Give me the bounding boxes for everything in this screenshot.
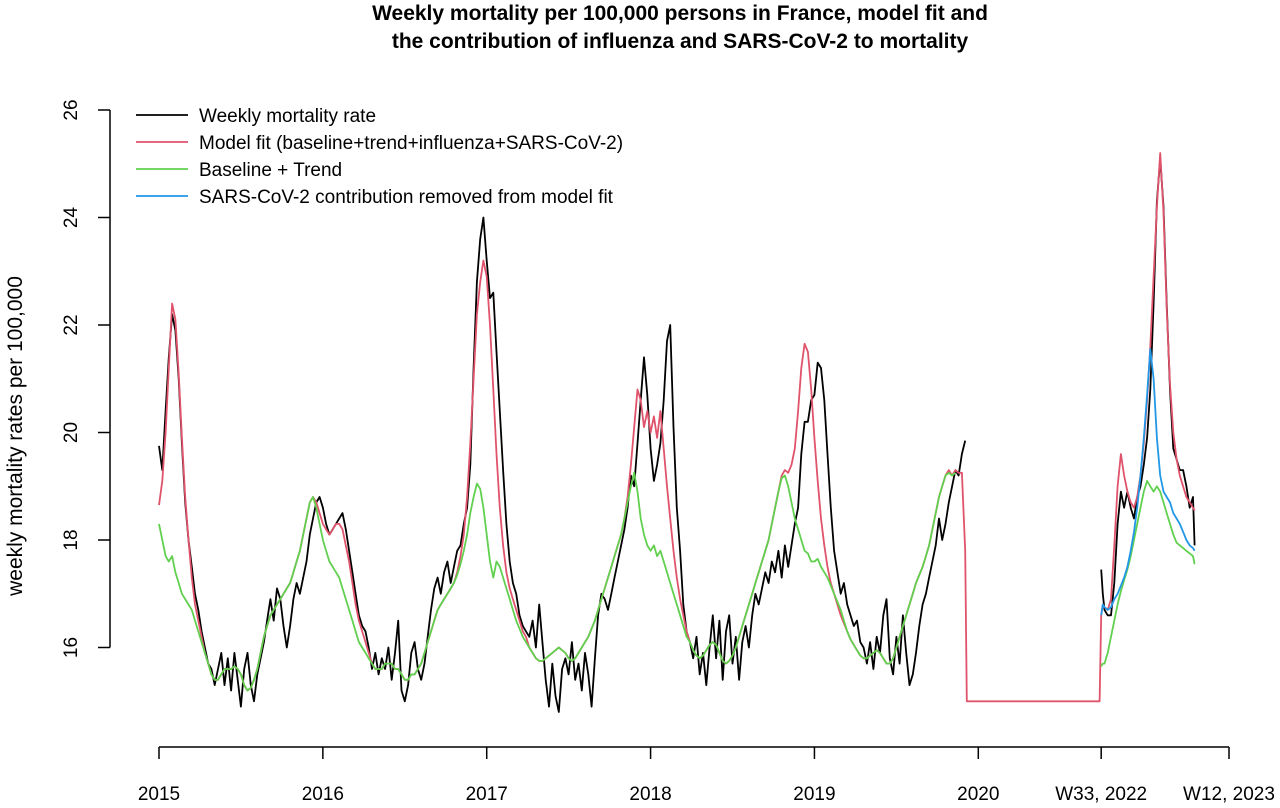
series-sars-cov-2-contribution-removed-from-model-fit (1100, 348, 1196, 616)
x-tick-label: 2020 (957, 784, 999, 805)
legend-label: SARS-CoV-2 contribution removed from mod… (199, 187, 614, 208)
x-tick-label: 2017 (466, 784, 508, 805)
legend-label: Model fit (baseline+trend+influenza+SARS… (199, 133, 623, 154)
x-tick-label: W12, 2023 (1183, 784, 1275, 805)
chart-title: Weekly mortality per 100,000 persons in … (372, 2, 988, 53)
x-tick-label: W33, 2022 (1055, 784, 1147, 805)
y-tick-label: 20 (61, 422, 82, 443)
x-tick-label: 2015 (138, 784, 180, 805)
series-layer (158, 152, 1196, 713)
legend-label: Baseline + Trend (199, 160, 342, 181)
y-tick-label: 16 (61, 637, 82, 658)
y-axis: 16 18 20 22 24 26 (61, 99, 111, 658)
y-tick-label: 18 (61, 529, 82, 550)
legend-label: Weekly mortality rate (199, 106, 376, 127)
x-tick-label: 2016 (302, 784, 344, 805)
chart-title-line-1: Weekly mortality per 100,000 persons in … (372, 2, 988, 25)
x-axis: 2015 2016 2017 2018 2019 2020 W33, 2022 W12, 20… (138, 746, 1275, 805)
x-tick-label: 2018 (629, 784, 671, 805)
x-tick-label: 2019 (793, 784, 835, 805)
legend: Weekly mortality rate Model fit (baseline… (136, 106, 623, 208)
series-baseline-trend (1100, 480, 1196, 667)
chart-title-line-2: the contribution of influenza and SARS-C… (392, 30, 969, 53)
series-model-fit-baseline-trend-influenza-sars-cov-2 (158, 152, 1196, 703)
y-tick-label: 24 (61, 207, 82, 229)
series-baseline-trend (158, 471, 956, 692)
series-weekly-mortality-rate (158, 216, 967, 713)
y-tick-label: 22 (61, 314, 82, 335)
y-tick-label: 26 (61, 99, 82, 120)
y-axis-label: weekly mortality rates per 100,000 (4, 276, 27, 597)
series-weekly-mortality-rate (1100, 157, 1196, 617)
